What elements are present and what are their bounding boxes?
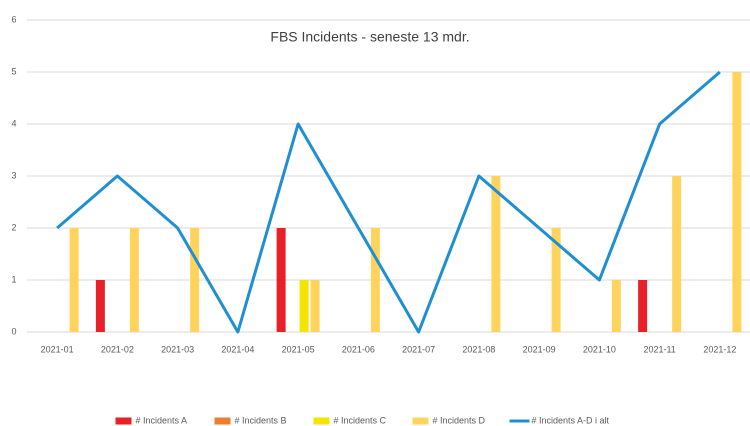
bar bbox=[190, 228, 200, 332]
line bbox=[56, 70, 721, 334]
legend-label: # Incidents A bbox=[136, 415, 188, 425]
bar bbox=[310, 280, 320, 332]
bar bbox=[491, 176, 501, 332]
x-tick-label: 2021-01 bbox=[41, 344, 74, 354]
bar bbox=[95, 280, 105, 332]
x-tick-label: 2021-04 bbox=[221, 344, 254, 354]
y-tick-label: 4 bbox=[11, 118, 16, 128]
x-tick-label: 2021-08 bbox=[462, 344, 495, 354]
y-tick-label: 2 bbox=[11, 222, 16, 232]
bar bbox=[129, 228, 139, 332]
legend-swatch bbox=[115, 417, 132, 425]
x-tick-label: 2021-12 bbox=[703, 344, 736, 354]
bar bbox=[672, 176, 682, 332]
bar bbox=[370, 228, 380, 332]
bar bbox=[732, 72, 742, 332]
y-tick-label: 1 bbox=[11, 274, 16, 284]
x-tick-label: 2021-06 bbox=[342, 344, 375, 354]
legend-swatch bbox=[214, 417, 231, 425]
bar bbox=[611, 280, 621, 332]
legend-swatch bbox=[313, 417, 330, 425]
x-tick-label: 2021-09 bbox=[523, 344, 556, 354]
legend-label: # Incidents B bbox=[235, 415, 287, 425]
bar bbox=[276, 228, 286, 332]
y-tick-label: 3 bbox=[11, 170, 16, 180]
x-tick-label: 2021-05 bbox=[282, 344, 315, 354]
x-tick-label: 2021-02 bbox=[101, 344, 134, 354]
legend-label: # Incidents D bbox=[433, 415, 486, 425]
legend-label: # Incidents A-D i alt bbox=[532, 415, 610, 425]
bar bbox=[299, 280, 309, 332]
x-tick-label: 2021-03 bbox=[161, 344, 194, 354]
y-tick-label: 5 bbox=[11, 66, 16, 76]
x-tick-label: 2021-11 bbox=[643, 344, 675, 354]
bar bbox=[551, 228, 561, 332]
legend-label: # Incidents C bbox=[334, 415, 387, 425]
x-tick-label: 2021-07 bbox=[402, 344, 435, 354]
y-tick-label: 6 bbox=[11, 14, 16, 24]
y-tick-label: 0 bbox=[11, 326, 16, 336]
chart-title: FBS Incidents - seneste 13 mdr. bbox=[270, 29, 469, 45]
bar bbox=[69, 228, 79, 332]
bar bbox=[638, 280, 648, 332]
x-tick-label: 2021-10 bbox=[583, 344, 616, 354]
legend-swatch bbox=[412, 417, 429, 425]
